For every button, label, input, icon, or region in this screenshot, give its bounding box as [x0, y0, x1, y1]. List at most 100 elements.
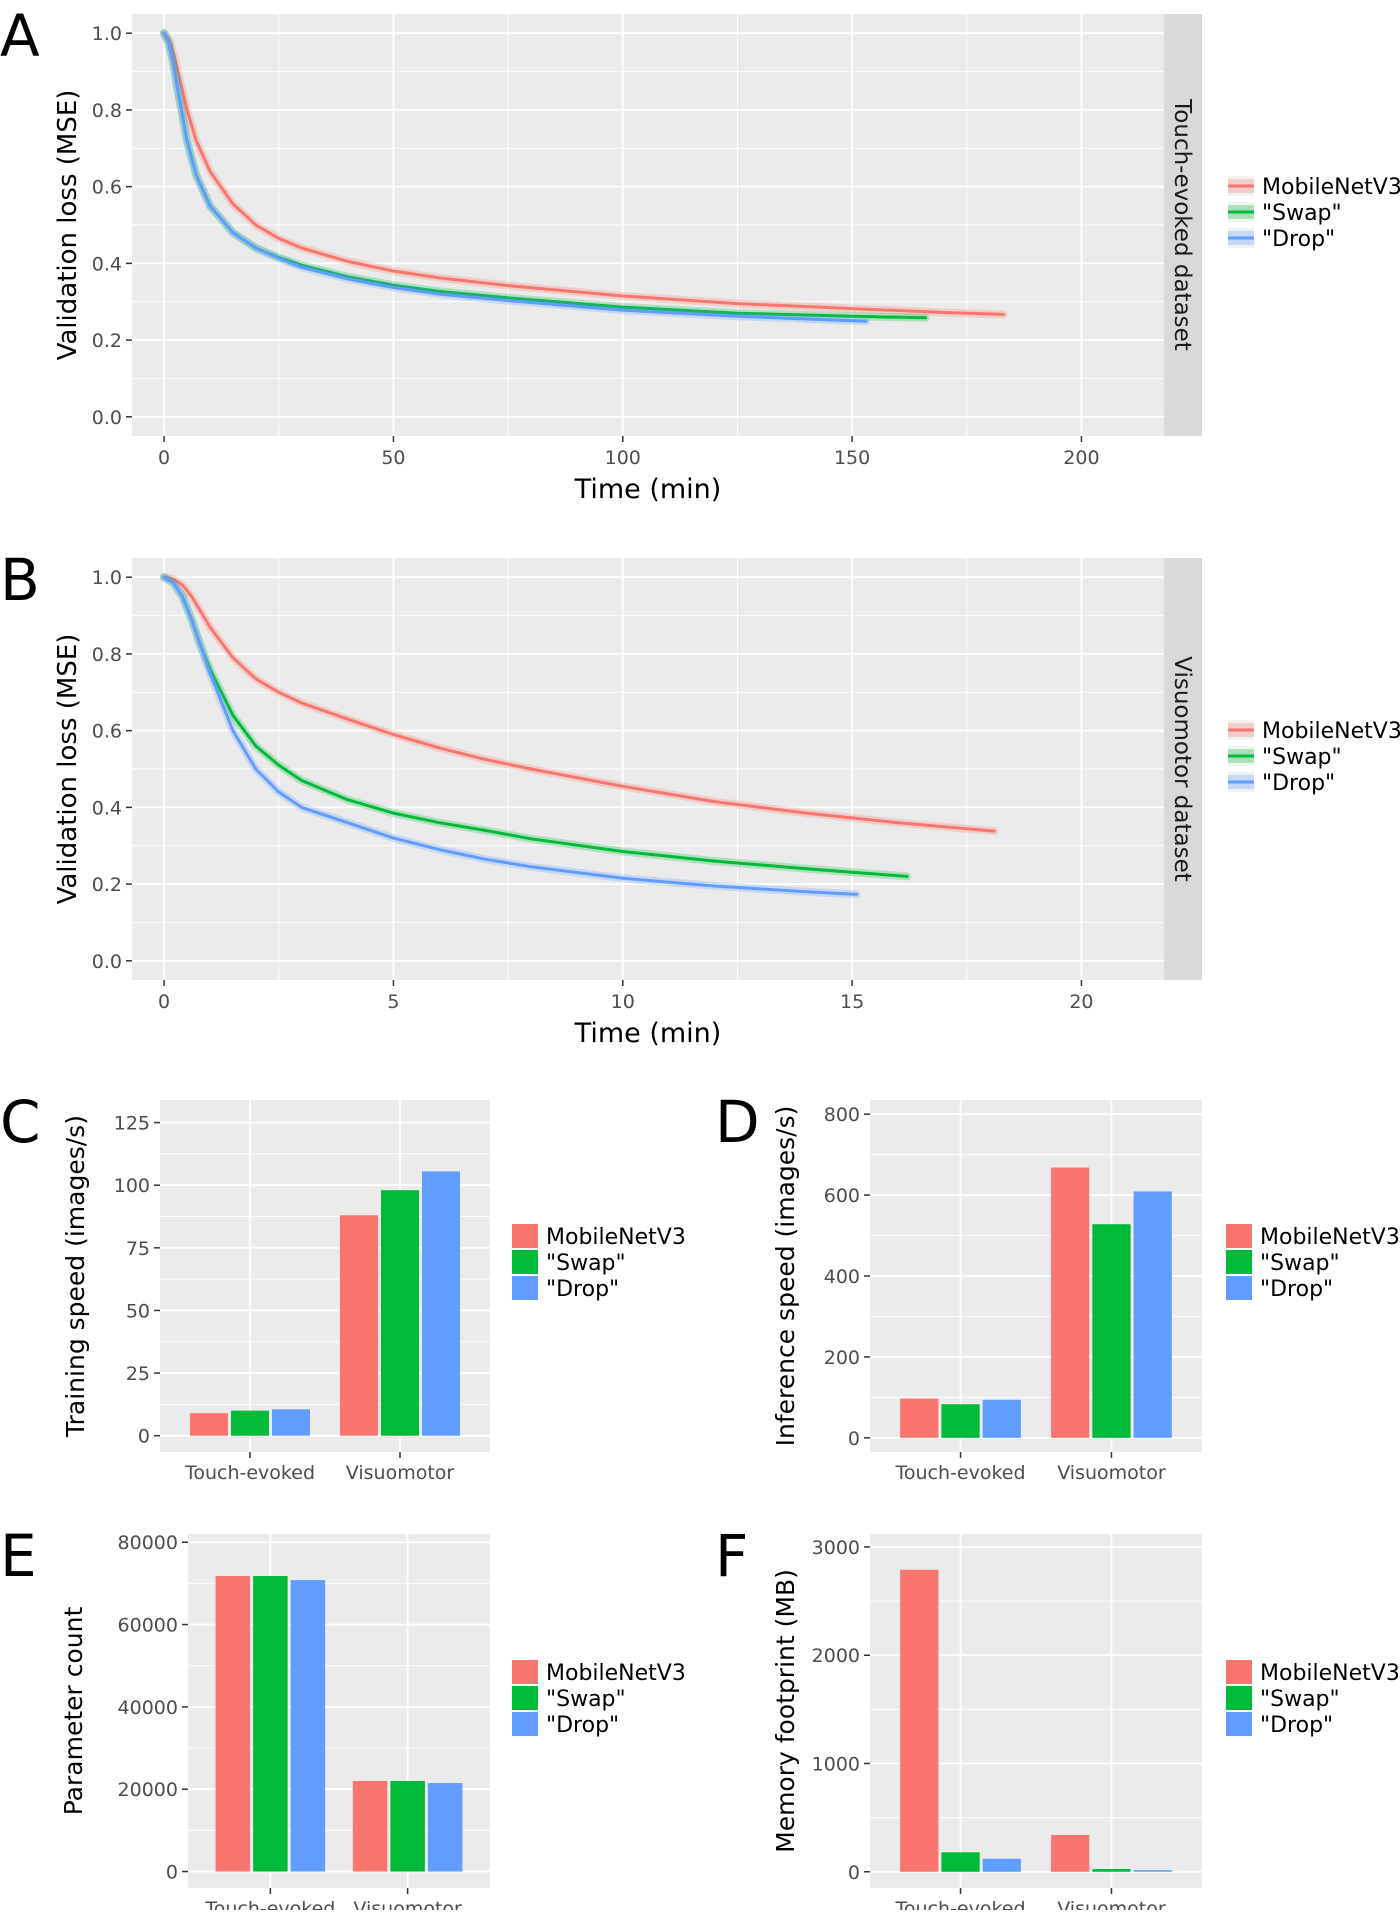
bar-1-2	[1133, 1191, 1172, 1438]
x-tick-label: Touch-evoked	[204, 1898, 335, 1910]
legend-key-0	[1228, 176, 1254, 196]
bar-1-1	[1092, 1869, 1131, 1872]
y-tick-label: 0.0	[92, 407, 122, 429]
bar-1-0	[1051, 1834, 1090, 1872]
bar-1-0	[352, 1780, 388, 1872]
y-tick-label: 125	[114, 1113, 150, 1135]
y-tick-label: 0.2	[92, 330, 122, 352]
y-tick-label: 1.0	[92, 567, 122, 589]
y-tick-label: 800	[824, 1104, 860, 1126]
facet-strip-label: Touch-evoked dataset	[1169, 98, 1195, 351]
legend-key-1	[512, 1250, 538, 1274]
y-tick-label: 0.2	[92, 874, 122, 896]
y-tick-label: 50	[126, 1300, 150, 1322]
legend-label: "Swap"	[546, 1251, 626, 1276]
y-axis-title: Memory footprint (MB)	[771, 1569, 800, 1853]
legend: MobileNetV3"Swap""Drop"	[1228, 175, 1400, 252]
facet-strip	[1164, 14, 1202, 436]
bar-0-2	[982, 1399, 1021, 1438]
legend-swatch	[512, 1250, 538, 1274]
legend-swatch	[512, 1660, 538, 1684]
bar-0-0	[190, 1413, 228, 1436]
legend-key-2	[1228, 772, 1254, 792]
bar-1-1	[1092, 1224, 1131, 1438]
bar-0-0	[215, 1575, 251, 1872]
legend-key-2	[1228, 228, 1254, 248]
x-tick-label: 15	[840, 991, 864, 1013]
bar-0-1	[253, 1575, 288, 1872]
x-tick-label: 5	[387, 991, 399, 1013]
series-line-0	[162, 575, 996, 833]
legend: MobileNetV3"Swap""Drop"	[512, 1660, 686, 1738]
legend-key-1	[512, 1686, 538, 1710]
legend-label: "Drop"	[1262, 771, 1335, 796]
y-tick-label: 0.6	[92, 721, 122, 743]
legend-label: "Swap"	[1260, 1251, 1340, 1276]
legend-swatch	[1226, 1224, 1252, 1248]
legend-label: MobileNetV3	[1262, 719, 1400, 744]
x-tick-label: Visuomotor	[1057, 1898, 1166, 1910]
bar-1-1	[390, 1780, 425, 1872]
y-axis-title: Training speed (images/s)	[61, 1115, 90, 1438]
bar-0-2	[982, 1858, 1021, 1872]
bar-1-2	[427, 1783, 463, 1872]
legend-key-0	[1226, 1224, 1252, 1248]
y-tick-label: 0	[848, 1428, 860, 1450]
legend-swatch	[1226, 1686, 1252, 1710]
legend-label: "Drop"	[1260, 1713, 1333, 1738]
legend-label: "Drop"	[546, 1277, 619, 1302]
x-tick-label: 100	[605, 447, 641, 469]
legend-key-1	[1228, 202, 1254, 222]
legend-swatch	[512, 1276, 538, 1300]
panel-label: E	[0, 1522, 37, 1590]
legend-label: "Swap"	[1262, 201, 1342, 226]
panel-label: F	[715, 1522, 748, 1590]
y-tick-label: 100	[114, 1175, 150, 1197]
legend-key-2	[1226, 1276, 1252, 1300]
legend-key-0	[512, 1660, 538, 1684]
legend-key-2	[512, 1712, 538, 1736]
y-tick-label: 200	[824, 1347, 860, 1369]
x-tick-label: 200	[1063, 447, 1099, 469]
panel-D: 0 200 400 600 800 Touch-evoked Visuomotor Infer…	[715, 1088, 1400, 1484]
y-tick-label: 0.8	[92, 100, 122, 122]
legend-swatch	[1226, 1712, 1252, 1736]
panel-E: 0 20000 40000 60000 80000 Touch-evoked Visuomo…	[0, 1522, 686, 1914]
x-axis-title: Time (min)	[574, 1018, 722, 1049]
legend-key-1	[1226, 1686, 1252, 1710]
legend-label: "Drop"	[546, 1713, 619, 1738]
legend-label: MobileNetV3	[1260, 1225, 1400, 1250]
y-tick-label: 0.8	[92, 644, 122, 666]
legend-label: MobileNetV3	[1262, 175, 1400, 200]
y-tick-label: 80000	[118, 1532, 178, 1554]
series-line-0	[162, 31, 1005, 316]
panel-C: 0 25 50 75 100 125 Touch-evoked Visuomotor Train…	[0, 1088, 686, 1484]
bar-0-2	[272, 1409, 310, 1436]
y-tick-label: 400	[824, 1266, 860, 1288]
legend-label: "Swap"	[546, 1687, 626, 1712]
panel-label: B	[0, 546, 40, 614]
bar-0-0	[900, 1569, 939, 1872]
legend-swatch	[512, 1712, 538, 1736]
legend-label: MobileNetV3	[1260, 1661, 1400, 1686]
y-tick-label: 600	[824, 1185, 860, 1207]
y-tick-label: 3000	[812, 1537, 860, 1559]
y-tick-label: 0	[166, 1862, 178, 1884]
y-axis-title: Validation loss (MSE)	[53, 634, 83, 905]
legend-label: MobileNetV3	[546, 1225, 686, 1250]
y-axis-title: Parameter count	[59, 1607, 88, 1816]
legend-key-1	[1226, 1250, 1252, 1274]
x-tick-label: 10	[611, 991, 635, 1013]
x-tick-label: Touch-evoked	[895, 1462, 1026, 1484]
legend-label: MobileNetV3	[546, 1661, 686, 1686]
y-tick-label: 0.0	[92, 951, 122, 973]
bar-1-0	[1051, 1167, 1090, 1438]
y-tick-label: 2000	[812, 1645, 860, 1667]
y-tick-label: 1000	[812, 1754, 860, 1776]
panel-label: A	[0, 2, 40, 70]
y-axis-title: Inference speed (images/s)	[771, 1106, 800, 1447]
x-tick-label: 0	[158, 991, 170, 1013]
legend-label: "Drop"	[1262, 227, 1335, 252]
bar-0-1	[941, 1852, 980, 1872]
legend-label: "Swap"	[1262, 745, 1342, 770]
